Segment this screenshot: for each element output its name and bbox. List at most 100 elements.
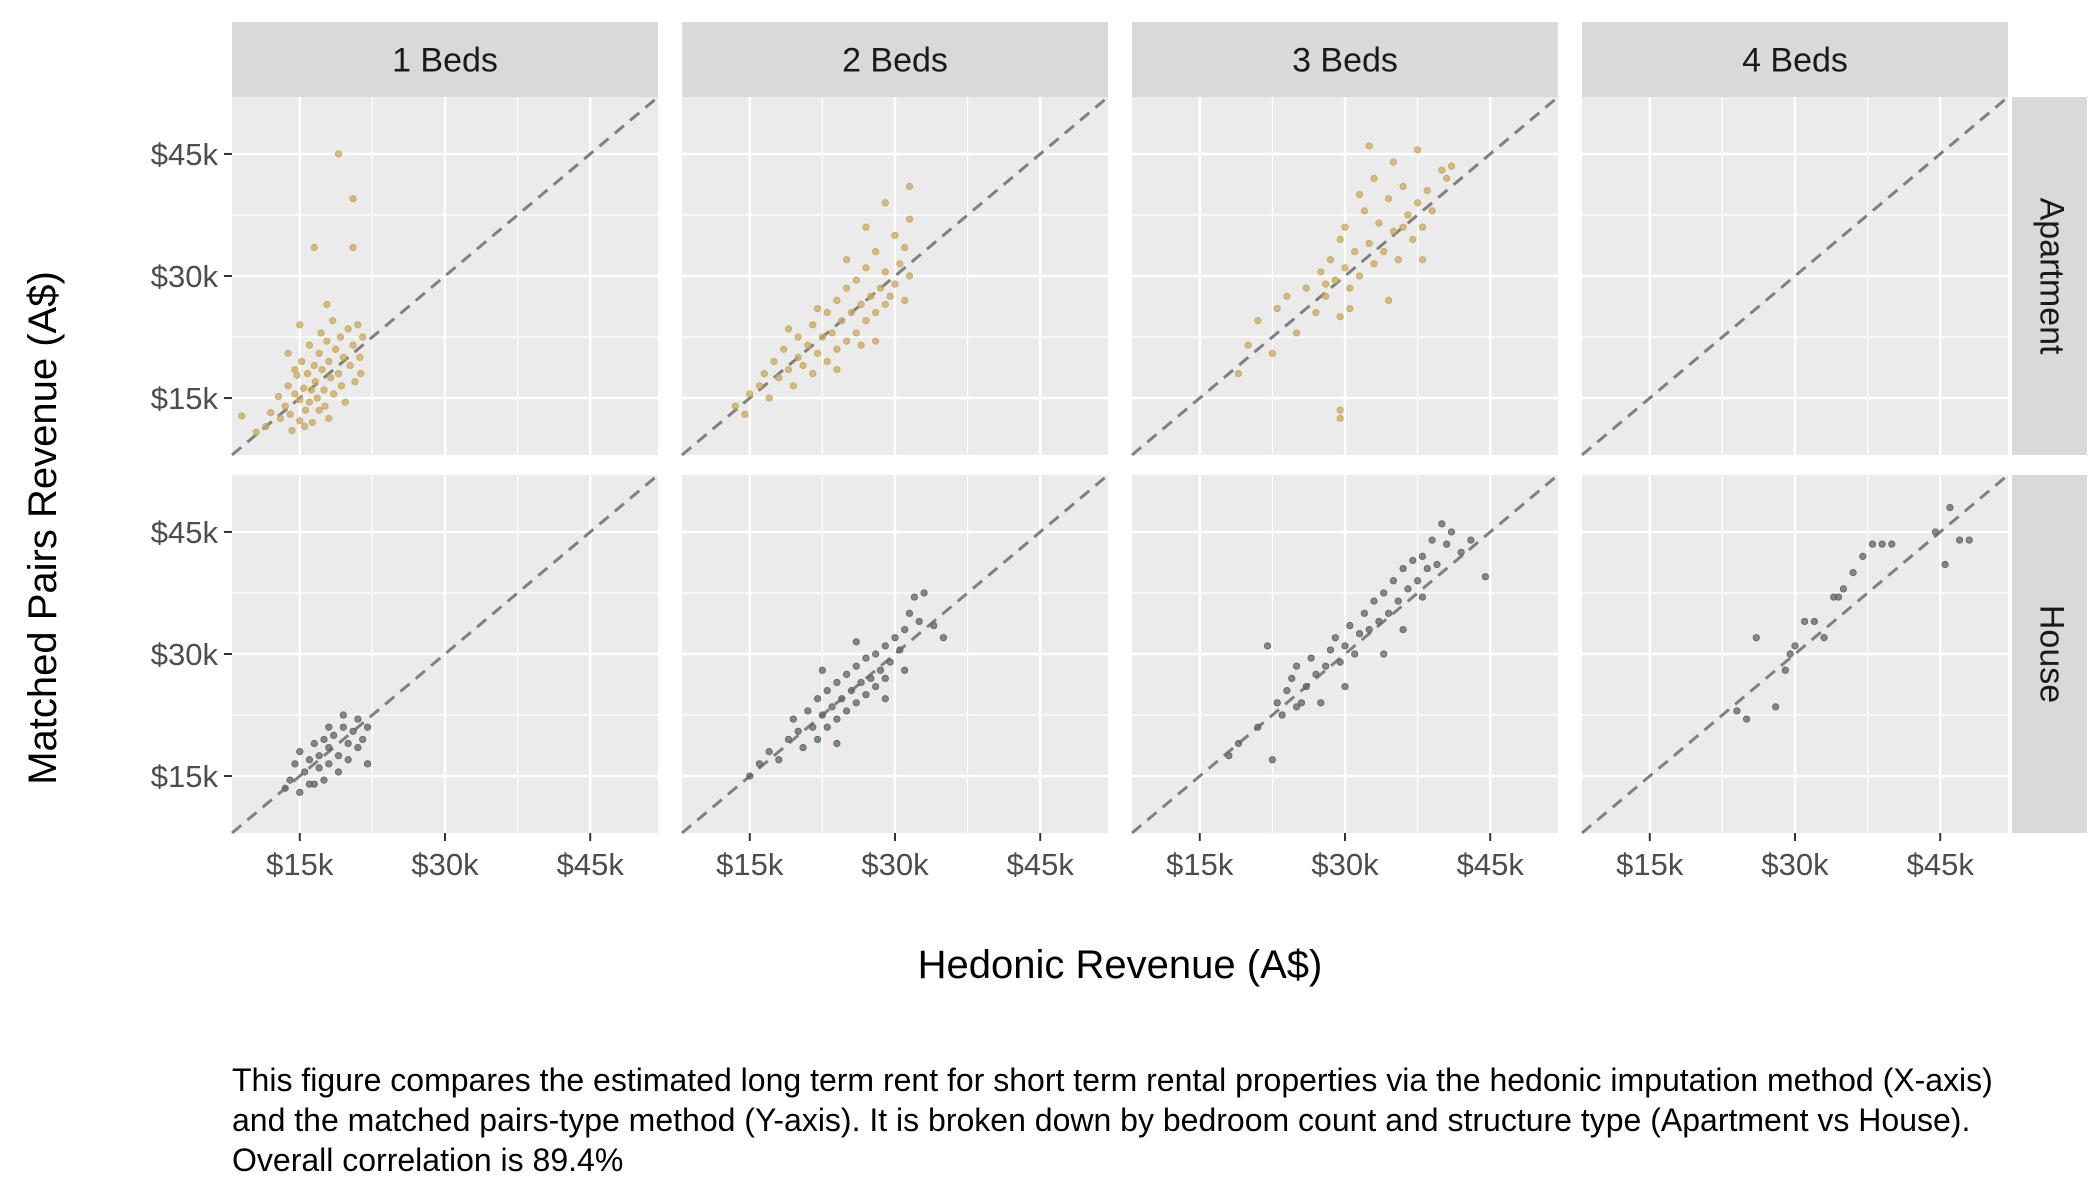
strip-label-column: 2 Beds xyxy=(842,42,948,80)
data-point xyxy=(1414,199,1422,207)
data-point xyxy=(1234,739,1243,748)
data-point xyxy=(799,361,807,370)
data-point xyxy=(901,625,909,634)
data-point xyxy=(1414,577,1422,585)
data-point xyxy=(1733,707,1741,715)
data-point xyxy=(828,329,836,337)
data-point xyxy=(1336,414,1344,422)
data-point xyxy=(1283,292,1291,300)
data-point xyxy=(305,756,314,764)
data-point xyxy=(1742,715,1751,723)
data-point xyxy=(334,370,343,378)
strip-label-column: 3 Beds xyxy=(1292,42,1398,80)
x-tick-label: $45k xyxy=(1007,847,1075,882)
panel-house-2-beds xyxy=(681,473,1109,835)
data-point xyxy=(1351,247,1359,256)
data-point xyxy=(291,390,299,398)
data-point xyxy=(784,735,793,744)
data-point xyxy=(1355,272,1364,280)
data-point xyxy=(842,707,851,715)
data-point xyxy=(1438,166,1446,174)
data-point xyxy=(813,349,822,357)
data-point xyxy=(876,284,885,292)
strip-row-house: House xyxy=(2012,475,2087,833)
data-point xyxy=(1849,569,1857,577)
data-point xyxy=(1384,296,1393,305)
data-point xyxy=(857,300,865,309)
data-point xyxy=(915,617,923,626)
data-point xyxy=(852,638,860,646)
data-point xyxy=(331,345,340,353)
data-point xyxy=(1225,752,1233,760)
data-point xyxy=(784,365,793,374)
x-axis-title: Hedonic Revenue (A$) xyxy=(918,943,1323,987)
data-point xyxy=(1409,235,1417,243)
data-point xyxy=(1438,520,1446,528)
data-point xyxy=(1370,174,1378,182)
data-point xyxy=(1384,195,1393,203)
strip-label-row: House xyxy=(2033,605,2071,703)
data-point xyxy=(1389,577,1398,585)
data-point xyxy=(1326,256,1335,264)
data-point xyxy=(1394,256,1402,264)
data-point xyxy=(1302,682,1310,691)
data-point xyxy=(760,370,768,378)
data-point xyxy=(862,223,870,231)
panel-apartment-3-beds xyxy=(1131,95,1559,457)
data-point xyxy=(354,321,362,329)
data-point xyxy=(775,756,783,764)
data-point xyxy=(296,748,304,756)
data-point xyxy=(780,345,788,353)
data-point xyxy=(301,768,309,776)
data-point xyxy=(359,333,367,341)
data-point xyxy=(1859,552,1867,560)
strip-column-3: 3 Beds xyxy=(1132,22,1558,97)
data-point xyxy=(813,304,822,313)
data-point xyxy=(1955,536,1964,544)
x-tick-label: $30k xyxy=(861,847,929,882)
data-point xyxy=(1946,503,1954,512)
data-point xyxy=(325,414,333,422)
data-point xyxy=(1965,536,1973,544)
data-point xyxy=(746,390,754,398)
strip-column-4: 4 Beds xyxy=(1582,22,2008,97)
data-point xyxy=(1781,666,1789,674)
data-point xyxy=(1791,642,1799,650)
data-point xyxy=(1404,211,1412,219)
data-point xyxy=(1336,235,1344,243)
reference-line-y-equals-x xyxy=(231,473,659,835)
data-point xyxy=(1322,662,1330,670)
data-point xyxy=(789,715,797,723)
data-point xyxy=(881,268,889,276)
data-point xyxy=(317,329,325,337)
data-point xyxy=(262,422,270,431)
data-point xyxy=(1360,609,1368,617)
data-point xyxy=(286,410,294,418)
data-point xyxy=(833,365,841,374)
data-point xyxy=(818,333,826,341)
data-point xyxy=(301,422,309,431)
data-point xyxy=(794,727,802,735)
data-point xyxy=(320,776,328,784)
data-point xyxy=(325,723,333,731)
data-point xyxy=(1268,349,1276,357)
data-point xyxy=(1336,313,1344,321)
data-point xyxy=(296,396,304,404)
data-point xyxy=(804,707,812,715)
data-point xyxy=(872,247,880,256)
data-point xyxy=(847,309,856,317)
data-point xyxy=(813,735,822,744)
data-point xyxy=(1331,276,1339,284)
data-point xyxy=(813,695,822,703)
reference-line-y-equals-x xyxy=(681,95,1109,457)
strip-background xyxy=(2012,475,2087,833)
data-point xyxy=(1317,699,1325,707)
data-point xyxy=(1389,227,1398,235)
data-point xyxy=(1888,540,1896,548)
data-point xyxy=(1331,634,1339,642)
data-point xyxy=(809,321,817,329)
data-point xyxy=(296,788,304,796)
data-point xyxy=(252,428,260,436)
data-point xyxy=(741,410,749,418)
data-point xyxy=(746,772,754,780)
